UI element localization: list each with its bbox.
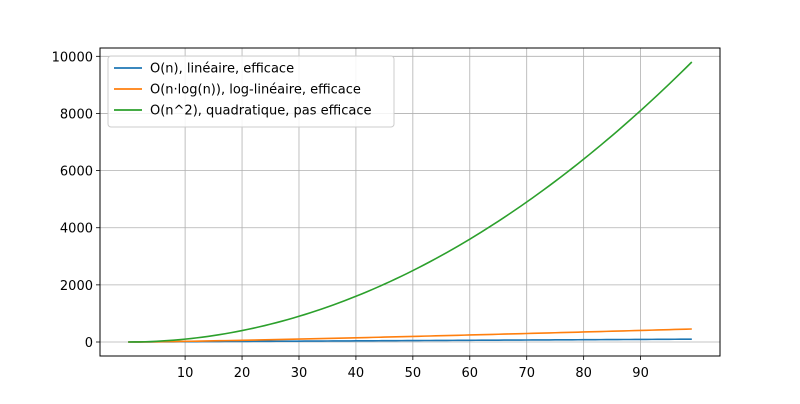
series-line [128,61,693,343]
plot-frame [99,47,721,357]
x-tick-label: 80 [575,366,592,381]
series-line [128,328,692,343]
x-tick-label: 60 [462,366,479,381]
x-tick-label: 30 [291,366,308,381]
series-line [128,338,692,343]
y-tick-label: 6000 [60,165,93,180]
x-tick-label: 10 [177,366,194,381]
x-tick-label: 70 [518,366,535,381]
y-tick-label: 10000 [52,50,93,65]
y-tick-label: 0 [85,336,93,351]
legend-label: O(n·log(n)), log-linéaire, efficace [150,83,361,98]
y-tick-label: 2000 [60,279,93,294]
legend-box [107,55,395,128]
legend-label: O(n^2), quadratique, pas efficace [150,104,371,119]
x-tick-label: 40 [348,366,365,381]
series-lines [128,61,693,343]
x-tick-label: 20 [234,366,251,381]
y-tick-label: 8000 [60,107,93,122]
axis-ticks: 10 20 30 40 50 60 70 80 90 0 2000 4000 6000 8000 10000 [52,50,649,381]
y-tick-label: 4000 [60,222,93,237]
x-tick-label: 50 [405,366,422,381]
x-tick-label: 90 [632,366,649,381]
legend-label: O(n), linéaire, efficace [150,62,294,77]
legend: O(n), linéaire, efficace O(n·log(n)), log… [107,55,395,128]
